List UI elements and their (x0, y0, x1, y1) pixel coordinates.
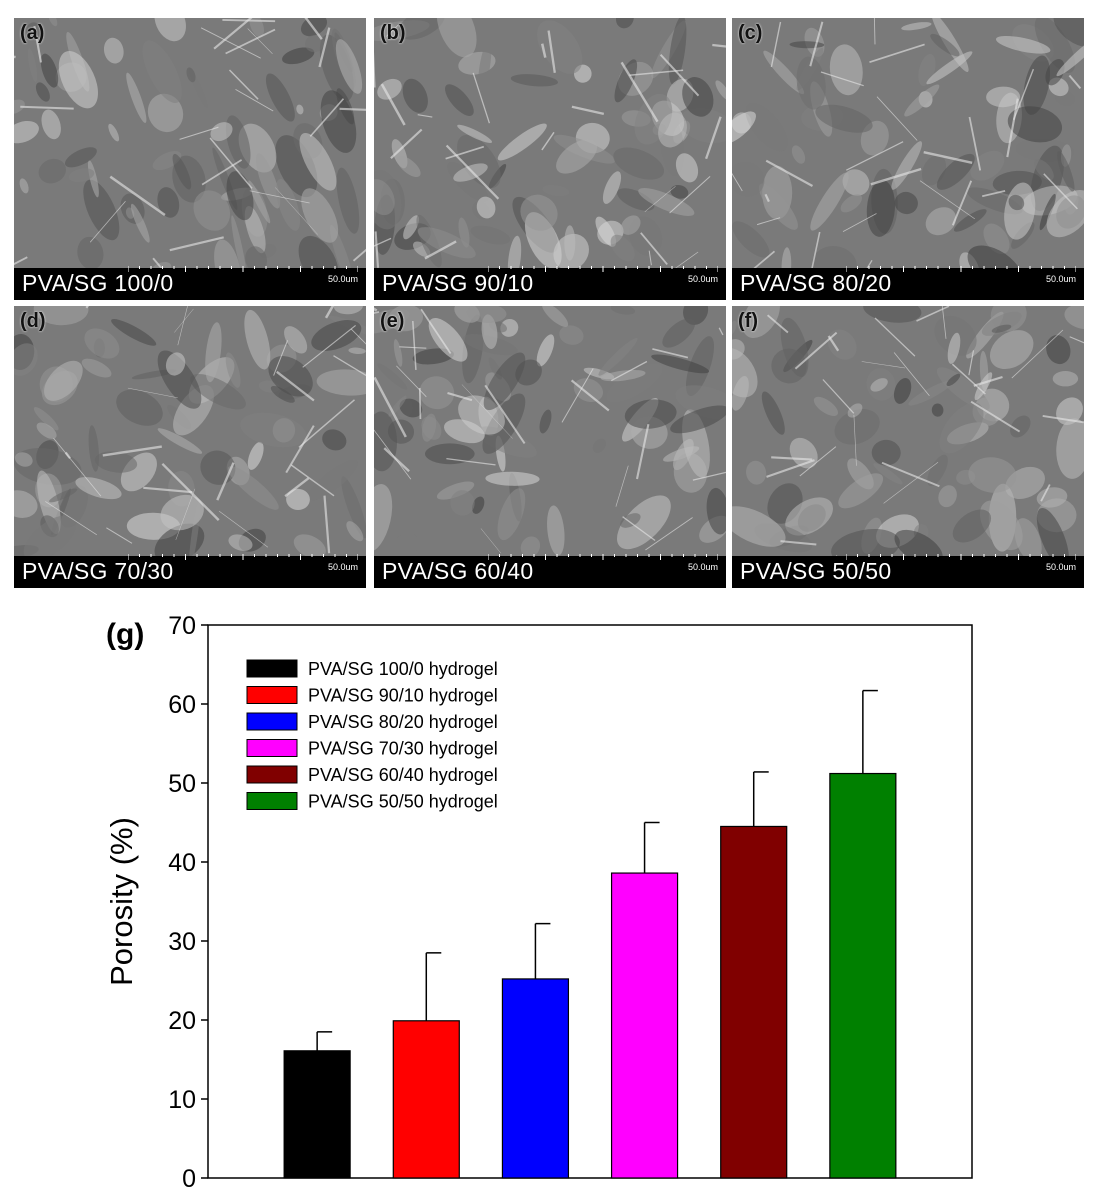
scale-ticks (846, 266, 1076, 272)
scale-bar-label: 50.0um (327, 274, 358, 284)
caption-bar (374, 268, 726, 300)
scale-bar-label: 50.0um (327, 562, 358, 572)
y-tick-label: 0 (182, 1165, 196, 1193)
panel-caption: PVA/SG 70/30 (22, 558, 174, 584)
scale-ticks (128, 554, 358, 560)
panel-letter: (f) (738, 310, 758, 332)
y-tick-label: 30 (168, 928, 196, 956)
porosity-bar-chart-svg: 0 10 20 30 40 50 60 70 Porosity (%) (g) PVA/SG 100… (104, 612, 973, 1193)
legend-label: PVA/SG 90/10 hydrogel (308, 686, 498, 706)
scale-bar-label: 50.0um (687, 562, 718, 572)
sem-panel: (f) PVA/SG 50/50 50.0um (732, 306, 1084, 588)
legend-swatch (246, 739, 298, 757)
legend-swatch (246, 792, 298, 810)
legend-swatch (246, 765, 298, 784)
y-tick-label: 40 (168, 849, 196, 877)
sem-panel: (b) PVA/SG 90/10 50.0um (374, 18, 726, 300)
panel-caption: PVA/SG 80/20 (740, 270, 892, 296)
scale-bar-label: 50.0um (1045, 562, 1076, 572)
sem-panel: (a) PVA/SG 100/0 50.0um (14, 18, 366, 300)
caption-bar (732, 268, 1084, 300)
legend-label: PVA/SG 70/30 hydrogel (308, 739, 498, 759)
y-axis-label: Porosity (%) (104, 817, 139, 986)
bar (283, 1050, 351, 1179)
bar (501, 978, 570, 1179)
panel-letter: (b) (380, 22, 406, 44)
legend-label: PVA/SG 60/40 hydrogel (308, 765, 498, 785)
scale-bar-label: 50.0um (1045, 274, 1076, 284)
sem-micrograph-icon (374, 306, 726, 558)
sem-image-grid: (a) PVA/SG 100/0 50.0um (b) PVA/SG 90/10… (14, 18, 1085, 588)
panel-letter: (e) (380, 310, 405, 332)
scale-ticks (128, 266, 358, 272)
porosity-chart: 0 10 20 30 40 50 60 70 Porosity (%) (g) PVA/SG 100… (0, 600, 1101, 1204)
legend-label: PVA/SG 50/50 hydrogel (308, 792, 498, 812)
legend-swatch (246, 712, 298, 731)
legend-label: PVA/SG 100/0 hydrogel (308, 659, 498, 679)
panel-letter: (a) (20, 22, 45, 44)
legend-label: PVA/SG 80/20 hydrogel (308, 712, 498, 732)
legend-swatch (246, 659, 298, 678)
y-tick-label: 60 (168, 691, 196, 719)
panel-caption: PVA/SG 100/0 (22, 270, 174, 296)
bar (392, 1020, 460, 1179)
sem-micrograph-icon (14, 18, 366, 270)
plot-frame (207, 624, 973, 1179)
scale-ticks (488, 266, 718, 272)
sem-panel: (c) PVA/SG 80/20 50.0um (732, 18, 1084, 300)
panel-letter: (c) (738, 22, 763, 44)
scale-ticks (488, 554, 718, 560)
caption-bar (374, 556, 726, 588)
scale-bar-label: 50.0um (687, 274, 718, 284)
sem-micrograph-icon (374, 18, 726, 270)
bar (829, 772, 897, 1179)
panel-caption: PVA/SG 90/10 (382, 270, 534, 296)
sem-panel: (d) PVA/SG 70/30 50.0um (14, 306, 366, 588)
sem-micrograph-icon (14, 306, 366, 558)
sem-micrograph-icon (732, 306, 1084, 558)
bar (610, 872, 679, 1179)
chart-panel-label: (g) (106, 618, 144, 651)
y-tick-label: 20 (168, 1007, 196, 1035)
panel-letter: (d) (20, 310, 46, 332)
y-tick-label: 50 (168, 770, 196, 798)
panel-caption: PVA/SG 50/50 (740, 558, 892, 584)
bar (720, 825, 788, 1179)
y-tick-label: 10 (168, 1086, 196, 1114)
y-tick-label: 70 (168, 612, 196, 640)
sem-panel: (e) PVA/SG 60/40 50.0um (374, 306, 726, 588)
panel-caption: PVA/SG 60/40 (382, 558, 534, 584)
scale-ticks (846, 554, 1076, 560)
caption-bar (14, 268, 366, 300)
sem-micrograph-icon (732, 18, 1084, 270)
caption-bar (14, 556, 366, 588)
caption-bar (732, 556, 1084, 588)
legend-swatch (246, 686, 298, 704)
